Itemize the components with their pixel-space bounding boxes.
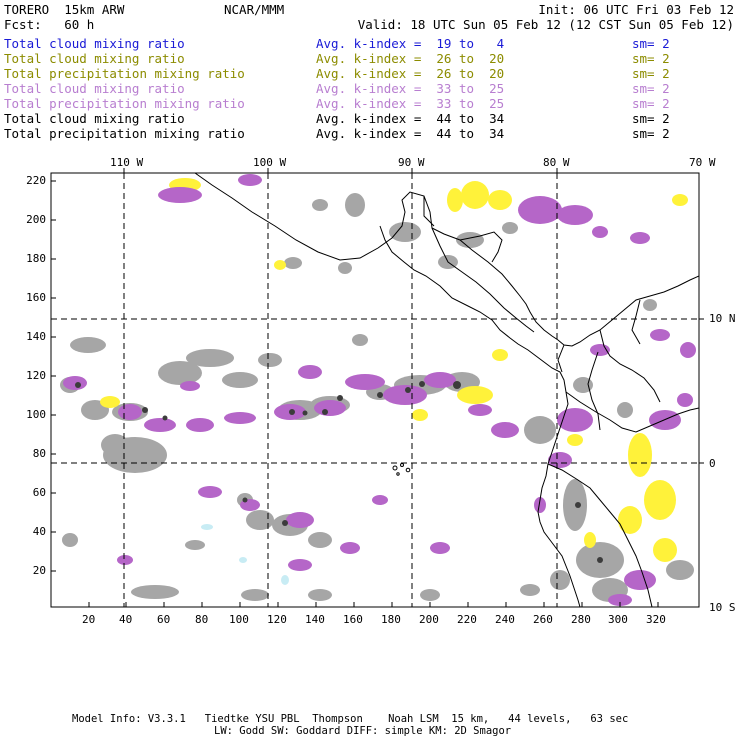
grid-y-label: 220 — [26, 174, 46, 187]
coastlines — [194, 173, 699, 607]
grid-x-label: 280 — [571, 613, 591, 626]
grid-y-label: 160 — [26, 291, 46, 304]
legend-field: Total precipitation mixing ratio — [4, 66, 245, 81]
grid-x-label: 180 — [381, 613, 401, 626]
latitude-label: 0 — [709, 457, 716, 470]
longitude-label: 100 W — [253, 156, 287, 169]
grid-x-label: 200 — [419, 613, 439, 626]
grid-x-label: 60 — [157, 613, 171, 626]
legend-smoothing: sm= 2 — [632, 51, 670, 66]
grid-x-label: 300 — [608, 613, 628, 626]
forecast-hour: Fcst: 60 h — [4, 17, 95, 32]
cloud-gray-patches — [60, 193, 694, 602]
grid-y-label: 120 — [26, 369, 46, 382]
legend-kindex: Avg. k-index = 33 to 25 — [316, 96, 505, 111]
grid-x-label: 220 — [457, 613, 477, 626]
legend-smoothing: sm= 2 — [632, 111, 670, 126]
map-fields — [60, 173, 699, 607]
grid-y-label: 40 — [32, 525, 46, 538]
legend-field: Total precipitation mixing ratio — [4, 96, 245, 111]
grid-x-label: 320 — [646, 613, 666, 626]
galapagos-islands — [392, 463, 411, 476]
grid-x-label: 40 — [119, 613, 133, 626]
grid-x-label: 260 — [533, 613, 553, 626]
legend-field: Total cloud mixing ratio — [4, 36, 185, 51]
legend-field: Total precipitation mixing ratio — [4, 126, 245, 141]
grid-y-label: 200 — [26, 213, 46, 226]
legend-kindex: Avg. k-index = 33 to 25 — [316, 81, 505, 96]
longitude-label: 90 W — [398, 156, 425, 169]
legend-smoothing: sm= 2 — [632, 66, 670, 81]
longitude-label: 70 W — [689, 156, 716, 169]
grid-y-label: 140 — [26, 330, 46, 343]
init-time: Init: 06 UTC Fri 03 Feb 12 — [538, 2, 734, 17]
legend-smoothing: sm= 2 — [632, 36, 670, 51]
grid-x-label: 80 — [195, 613, 209, 626]
legend-smoothing: sm= 2 — [632, 81, 670, 96]
grid-y-label: 60 — [32, 486, 46, 499]
longitude-label: 80 W — [543, 156, 570, 169]
organization: NCAR/MMM — [224, 2, 285, 17]
grid-y-label: 20 — [32, 564, 46, 577]
grid-x-label: 20 — [82, 613, 96, 626]
valid-time: Valid: 18 UTC Sun 05 Feb 12 (12 CST Sun … — [357, 17, 734, 32]
legend-kindex: Avg. k-index = 26 to 20 — [316, 66, 505, 81]
cloud-lightblue-patches — [201, 524, 289, 585]
legend-kindex: Avg. k-index = 19 to 4 — [316, 36, 505, 51]
longitude-label: 110 W — [110, 156, 144, 169]
model-info: Model Info: V3.3.1 Tiedtke YSU PBL Thomp… — [72, 713, 629, 725]
grid-x-label: 120 — [267, 613, 287, 626]
legend-smoothing: sm= 2 — [632, 126, 670, 141]
grid-x-label: 160 — [343, 613, 363, 626]
latitude-label: 10 S — [709, 601, 736, 614]
grid-y-label: 80 — [32, 447, 46, 460]
latitude-label: 10 N — [709, 312, 736, 325]
grid-x-label: 140 — [305, 613, 325, 626]
legend-kindex: Avg. k-index = 44 to 34 — [316, 111, 505, 126]
cloud-purple-patches — [63, 174, 696, 606]
legend-field: Total cloud mixing ratio — [4, 111, 185, 126]
legend-field: Total cloud mixing ratio — [4, 81, 185, 96]
legend-field: Total cloud mixing ratio — [4, 51, 185, 66]
legend-kindex: Avg. k-index = 44 to 34 — [316, 126, 505, 141]
frame-ticks — [51, 168, 704, 607]
graticule — [51, 173, 699, 607]
physics-info: LW: Godd SW: Goddard DIFF: simple KM: 2D… — [214, 725, 512, 737]
legend-kindex: Avg. k-index = 26 to 20 — [316, 51, 505, 66]
grid-y-label: 100 — [26, 408, 46, 421]
map-frame — [50, 172, 700, 608]
legend-smoothing: sm= 2 — [632, 96, 670, 111]
cloud-dark-cores — [75, 381, 603, 563]
grid-y-label: 180 — [26, 252, 46, 265]
grid-x-label: 240 — [495, 613, 515, 626]
model-name: TORERO 15km ARW — [4, 2, 125, 17]
grid-x-label: 100 — [229, 613, 249, 626]
